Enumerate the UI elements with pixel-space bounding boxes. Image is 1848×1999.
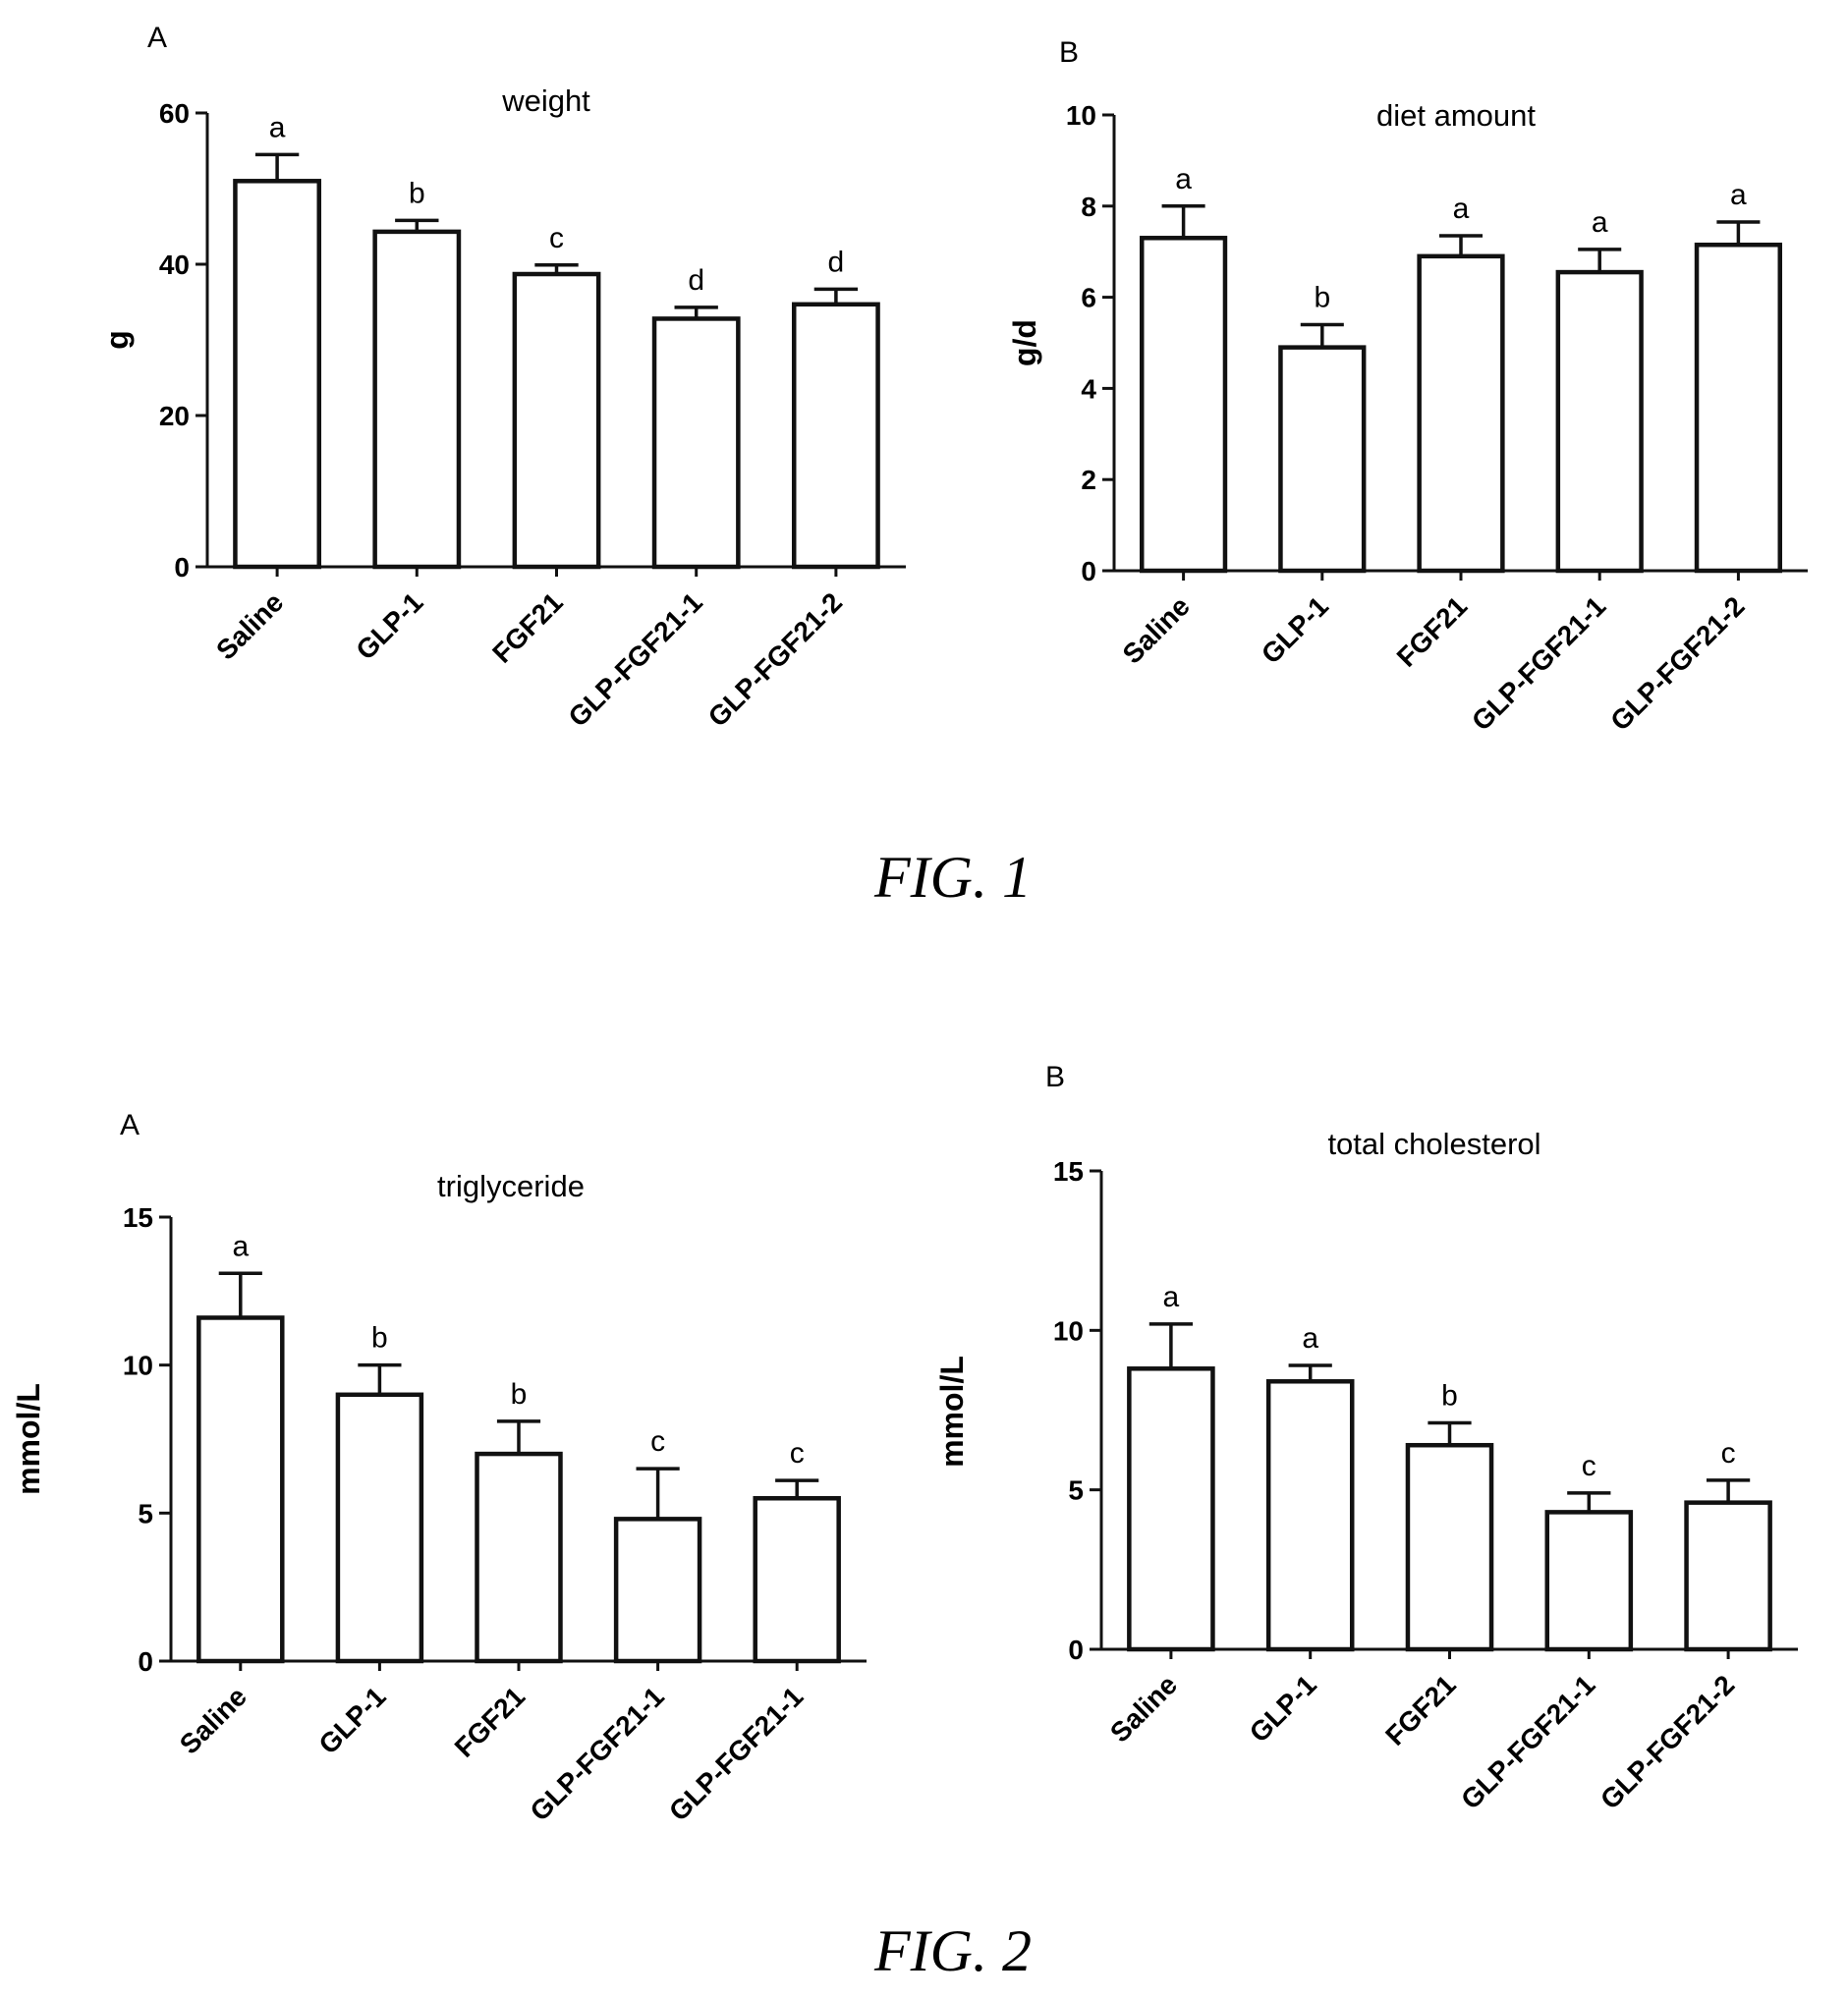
y-tick-label: 5 bbox=[138, 1498, 153, 1528]
y-tick-label: 15 bbox=[123, 1202, 153, 1233]
bar bbox=[1127, 1366, 1215, 1652]
significance-label: a bbox=[1302, 1322, 1318, 1355]
chart-title: total cholesterol bbox=[1327, 1127, 1540, 1161]
bar bbox=[512, 271, 601, 570]
y-tick-label: 0 bbox=[1081, 556, 1096, 586]
y-tick-label: 40 bbox=[159, 250, 190, 280]
significance-label: a bbox=[1175, 163, 1192, 195]
y-tick-label: 10 bbox=[123, 1351, 153, 1381]
significance-label: b bbox=[371, 1322, 388, 1355]
y-tick-label: 0 bbox=[174, 552, 190, 583]
chart-title: triglyceride bbox=[437, 1169, 585, 1203]
fig2-caption: FIG. 2 bbox=[873, 1918, 1032, 1983]
y-tick-label: 5 bbox=[1068, 1475, 1084, 1506]
bar bbox=[1265, 1379, 1355, 1652]
y-tick-label: 6 bbox=[1081, 283, 1096, 313]
bar bbox=[1694, 242, 1783, 574]
fig1-caption: FIG. 1 bbox=[873, 845, 1032, 910]
bar bbox=[233, 179, 322, 570]
y-axis-label: g bbox=[99, 330, 135, 350]
x-tick-label: GLP-1 bbox=[1256, 590, 1334, 669]
significance-label: a bbox=[1453, 193, 1470, 225]
significance-label: c bbox=[790, 1437, 805, 1470]
x-tick-label: FGF21 bbox=[486, 586, 569, 669]
panel-label: B bbox=[1059, 36, 1079, 69]
x-tick-label: GLP-1 bbox=[312, 1681, 391, 1759]
bar bbox=[1405, 1442, 1494, 1652]
significance-label: b bbox=[1441, 1379, 1458, 1412]
y-tick-label: 2 bbox=[1081, 465, 1096, 495]
x-tick-label: GLP-1 bbox=[1244, 1669, 1322, 1748]
bar bbox=[1555, 269, 1644, 574]
significance-label: b bbox=[409, 177, 425, 209]
y-axis-label: mmol/L bbox=[11, 1383, 46, 1495]
y-tick-label: 8 bbox=[1081, 192, 1096, 222]
bar bbox=[1278, 345, 1367, 574]
significance-label: c bbox=[650, 1425, 665, 1458]
bar bbox=[1139, 236, 1228, 574]
y-tick-label: 15 bbox=[1053, 1156, 1084, 1187]
bar bbox=[372, 229, 462, 570]
significance-label: b bbox=[1314, 281, 1330, 313]
bar bbox=[1684, 1500, 1772, 1652]
y-tick-label: 10 bbox=[1053, 1315, 1084, 1346]
significance-label: a bbox=[269, 111, 286, 143]
x-tick-label: GLP-FGF21-2 bbox=[1595, 1669, 1740, 1814]
x-tick-label: GLP-1 bbox=[350, 586, 428, 665]
x-tick-label: GLP-FGF21-2 bbox=[1604, 590, 1750, 736]
significance-label: c bbox=[1582, 1450, 1596, 1482]
bar bbox=[753, 1496, 841, 1664]
x-tick-label: Saline bbox=[1104, 1669, 1183, 1748]
significance-label: a bbox=[1163, 1281, 1180, 1313]
x-tick-label: FGF21 bbox=[1391, 590, 1474, 673]
x-tick-label: GLP-FGF21-1 bbox=[524, 1681, 669, 1826]
x-tick-label: FGF21 bbox=[449, 1681, 532, 1763]
bar bbox=[651, 316, 741, 570]
x-tick-label: GLP-FGF21-1 bbox=[1455, 1669, 1600, 1814]
x-tick-label: FGF21 bbox=[1379, 1669, 1462, 1751]
bar bbox=[196, 1315, 285, 1664]
bar bbox=[791, 302, 880, 570]
y-axis-label: mmol/L bbox=[934, 1356, 970, 1468]
significance-label: d bbox=[688, 264, 704, 297]
chart-title: diet amount bbox=[1376, 98, 1536, 133]
panel-label: B bbox=[1045, 1061, 1065, 1093]
bar bbox=[475, 1451, 563, 1664]
x-tick-label: GLP-FGF21-2 bbox=[702, 586, 848, 732]
significance-label: a bbox=[1730, 179, 1747, 211]
y-tick-label: 0 bbox=[1068, 1635, 1084, 1665]
panel-label: A bbox=[147, 22, 167, 54]
significance-label: c bbox=[549, 222, 564, 254]
y-tick-label: 20 bbox=[159, 401, 190, 431]
significance-label: a bbox=[1592, 206, 1608, 239]
y-axis-label: g/d bbox=[1007, 319, 1042, 366]
significance-label: c bbox=[1721, 1437, 1736, 1470]
y-tick-label: 10 bbox=[1066, 100, 1096, 131]
panel-label: A bbox=[120, 1109, 140, 1141]
significance-label: b bbox=[511, 1378, 528, 1411]
bar bbox=[1544, 1510, 1634, 1652]
significance-label: a bbox=[232, 1230, 249, 1262]
bar bbox=[1417, 253, 1505, 574]
x-tick-label: GLP-FGF21-1 bbox=[563, 586, 708, 732]
bar bbox=[335, 1392, 424, 1664]
x-tick-label: Saline bbox=[210, 586, 289, 665]
x-tick-label: Saline bbox=[174, 1681, 252, 1759]
x-tick-label: GLP-FGF21-1 bbox=[663, 1681, 809, 1826]
x-tick-label: Saline bbox=[1117, 590, 1196, 669]
y-tick-label: 4 bbox=[1081, 373, 1096, 404]
y-tick-label: 0 bbox=[138, 1646, 153, 1677]
bar bbox=[613, 1517, 702, 1664]
y-tick-label: 60 bbox=[159, 98, 190, 129]
x-tick-label: GLP-FGF21-1 bbox=[1466, 590, 1611, 736]
significance-label: d bbox=[828, 246, 845, 278]
chart-title: weight bbox=[501, 83, 590, 118]
